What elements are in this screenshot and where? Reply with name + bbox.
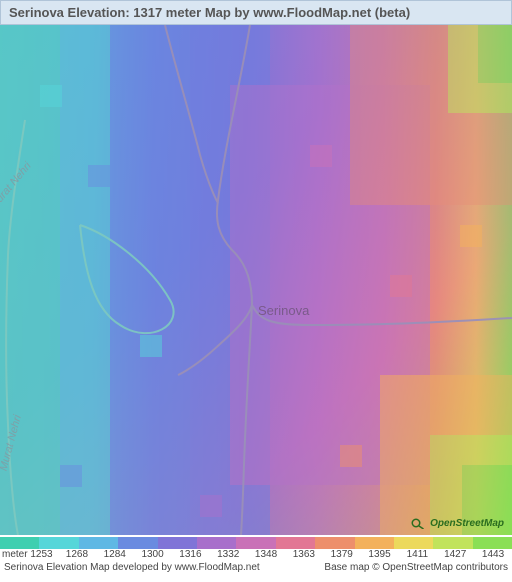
legend-label: 1300 [134,549,172,560]
legend-swatch [276,537,315,549]
legend-swatch [473,537,512,549]
legend-color-bar [0,537,512,549]
legend-swatch [118,537,157,549]
footer: Serinova Elevation Map developed by www.… [0,560,512,575]
legend-swatch [0,537,39,549]
legend-label: 1411 [398,549,436,560]
legend-label: 1316 [171,549,209,560]
legend-swatch [79,537,118,549]
legend: meter 1253126812841300131613321348136313… [0,535,512,560]
title-bar: Serinova Elevation: 1317 meter Map by ww… [0,0,512,25]
legend-swatch [433,537,472,549]
elevation-raster [0,25,512,535]
legend-label: meter 1253 [0,549,58,560]
legend-label: 1395 [361,549,399,560]
osm-attribution[interactable]: OpenStreetMap [410,517,504,529]
legend-label: 1348 [247,549,285,560]
page-title: Serinova Elevation: 1317 meter Map by ww… [9,5,410,20]
legend-swatch [236,537,275,549]
magnifier-icon [410,517,428,529]
legend-label: 1363 [285,549,323,560]
map-container: Serinova Elevation: 1317 meter Map by ww… [0,0,512,575]
legend-label: 1268 [58,549,96,560]
legend-swatch [197,537,236,549]
footer-left: Serinova Elevation Map developed by www.… [4,562,260,573]
map-area[interactable]: Serinova Murat Nehri Murat Nehri OpenStr… [0,25,512,535]
legend-labels: meter 1253126812841300131613321348136313… [0,549,512,560]
legend-label: 1332 [209,549,247,560]
legend-swatch [315,537,354,549]
legend-label: 1427 [436,549,474,560]
footer-right: Base map © OpenStreetMap contributors [324,562,508,573]
legend-label: 1284 [96,549,134,560]
legend-swatch [158,537,197,549]
legend-swatch [394,537,433,549]
legend-label: 1443 [474,549,512,560]
osm-logo-text: OpenStreetMap [430,518,504,529]
legend-swatch [355,537,394,549]
legend-label: 1379 [323,549,361,560]
legend-swatch [39,537,78,549]
place-label-serinova: Serinova [258,303,309,318]
